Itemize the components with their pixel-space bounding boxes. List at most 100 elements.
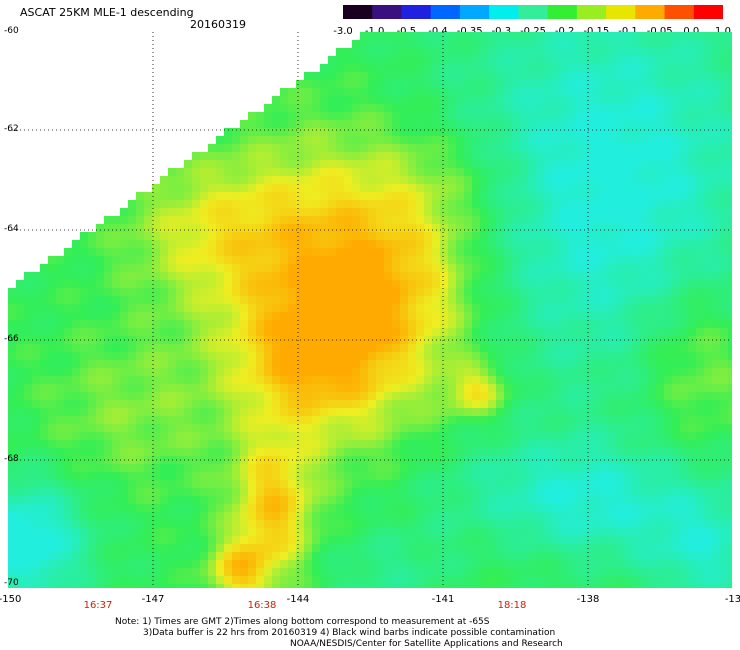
data-cell (640, 480, 648, 488)
data-cell (472, 120, 480, 128)
data-cell (648, 504, 656, 512)
data-cell (328, 152, 336, 160)
data-cell (728, 80, 732, 88)
data-cell (592, 432, 600, 440)
data-cell (416, 32, 424, 40)
data-cell (160, 400, 168, 408)
data-cell (552, 384, 560, 392)
data-cell (8, 328, 16, 336)
data-cell (32, 512, 40, 520)
data-cell (504, 416, 512, 424)
data-cell (520, 352, 528, 360)
data-cell (184, 416, 192, 424)
data-cell (208, 400, 216, 408)
data-cell (520, 64, 528, 72)
data-cell (512, 128, 520, 136)
data-cell (512, 304, 520, 312)
data-cell (648, 192, 656, 200)
data-cell (64, 528, 72, 536)
data-cell (328, 512, 336, 520)
data-cell (336, 400, 344, 408)
data-cell (448, 488, 456, 496)
data-cell (424, 448, 432, 456)
data-cell (496, 200, 504, 208)
data-cell (608, 200, 616, 208)
data-cell (264, 488, 272, 496)
data-cell (72, 488, 80, 496)
data-cell (576, 496, 584, 504)
data-cell (528, 232, 536, 240)
data-cell (136, 416, 144, 424)
data-cell (480, 448, 488, 456)
data-cell (48, 416, 56, 424)
data-cell (672, 72, 680, 80)
data-cell (64, 280, 72, 288)
data-cell (120, 272, 128, 280)
data-cell (144, 440, 152, 448)
data-cell (600, 136, 608, 144)
data-cell (688, 232, 696, 240)
data-cell (520, 272, 528, 280)
data-cell (400, 112, 408, 120)
data-cell (336, 184, 344, 192)
data-cell (376, 80, 384, 88)
data-cell (40, 520, 48, 528)
data-cell (552, 192, 560, 200)
data-cell (464, 432, 472, 440)
data-cell (96, 280, 104, 288)
data-cell (176, 232, 184, 240)
data-cell (64, 288, 72, 296)
data-cell (272, 472, 280, 480)
data-cell (480, 464, 488, 472)
data-cell (656, 464, 664, 472)
data-cell (552, 40, 560, 48)
data-cell (544, 432, 552, 440)
data-cell (416, 136, 424, 144)
data-cell (200, 232, 208, 240)
data-cell (592, 168, 600, 176)
data-cell (288, 208, 296, 216)
data-cell (224, 160, 232, 168)
data-cell (312, 200, 320, 208)
data-cell (128, 280, 136, 288)
data-cell (344, 208, 352, 216)
data-cell (496, 352, 504, 360)
data-cell (304, 112, 312, 120)
data-cell (728, 128, 732, 136)
data-cell (344, 176, 352, 184)
data-cell (336, 96, 344, 104)
data-cell (248, 160, 256, 168)
data-cell (384, 512, 392, 520)
data-cell (208, 504, 216, 512)
data-cell (304, 472, 312, 480)
data-cell (720, 40, 728, 48)
data-cell (320, 376, 328, 384)
data-cell (280, 312, 288, 320)
data-cell (304, 528, 312, 536)
data-cell (296, 96, 304, 104)
data-cell (624, 216, 632, 224)
data-cell (192, 472, 200, 480)
data-cell (632, 128, 640, 136)
data-cell (488, 424, 496, 432)
data-cell (304, 304, 312, 312)
data-cell (360, 80, 368, 88)
data-cell (560, 344, 568, 352)
data-cell (648, 216, 656, 224)
data-cell (672, 32, 680, 40)
data-cell (136, 432, 144, 440)
data-cell (616, 424, 624, 432)
data-cell (232, 152, 240, 160)
data-cell (16, 288, 24, 296)
data-cell (440, 200, 448, 208)
data-cell (248, 400, 256, 408)
data-cell (16, 496, 24, 504)
data-cell (152, 504, 160, 512)
data-cell (128, 464, 136, 472)
data-cell (696, 408, 704, 416)
data-cell (88, 304, 96, 312)
data-cell (536, 120, 544, 128)
data-cell (680, 472, 688, 480)
data-cell (96, 528, 104, 536)
data-cell (296, 368, 304, 376)
